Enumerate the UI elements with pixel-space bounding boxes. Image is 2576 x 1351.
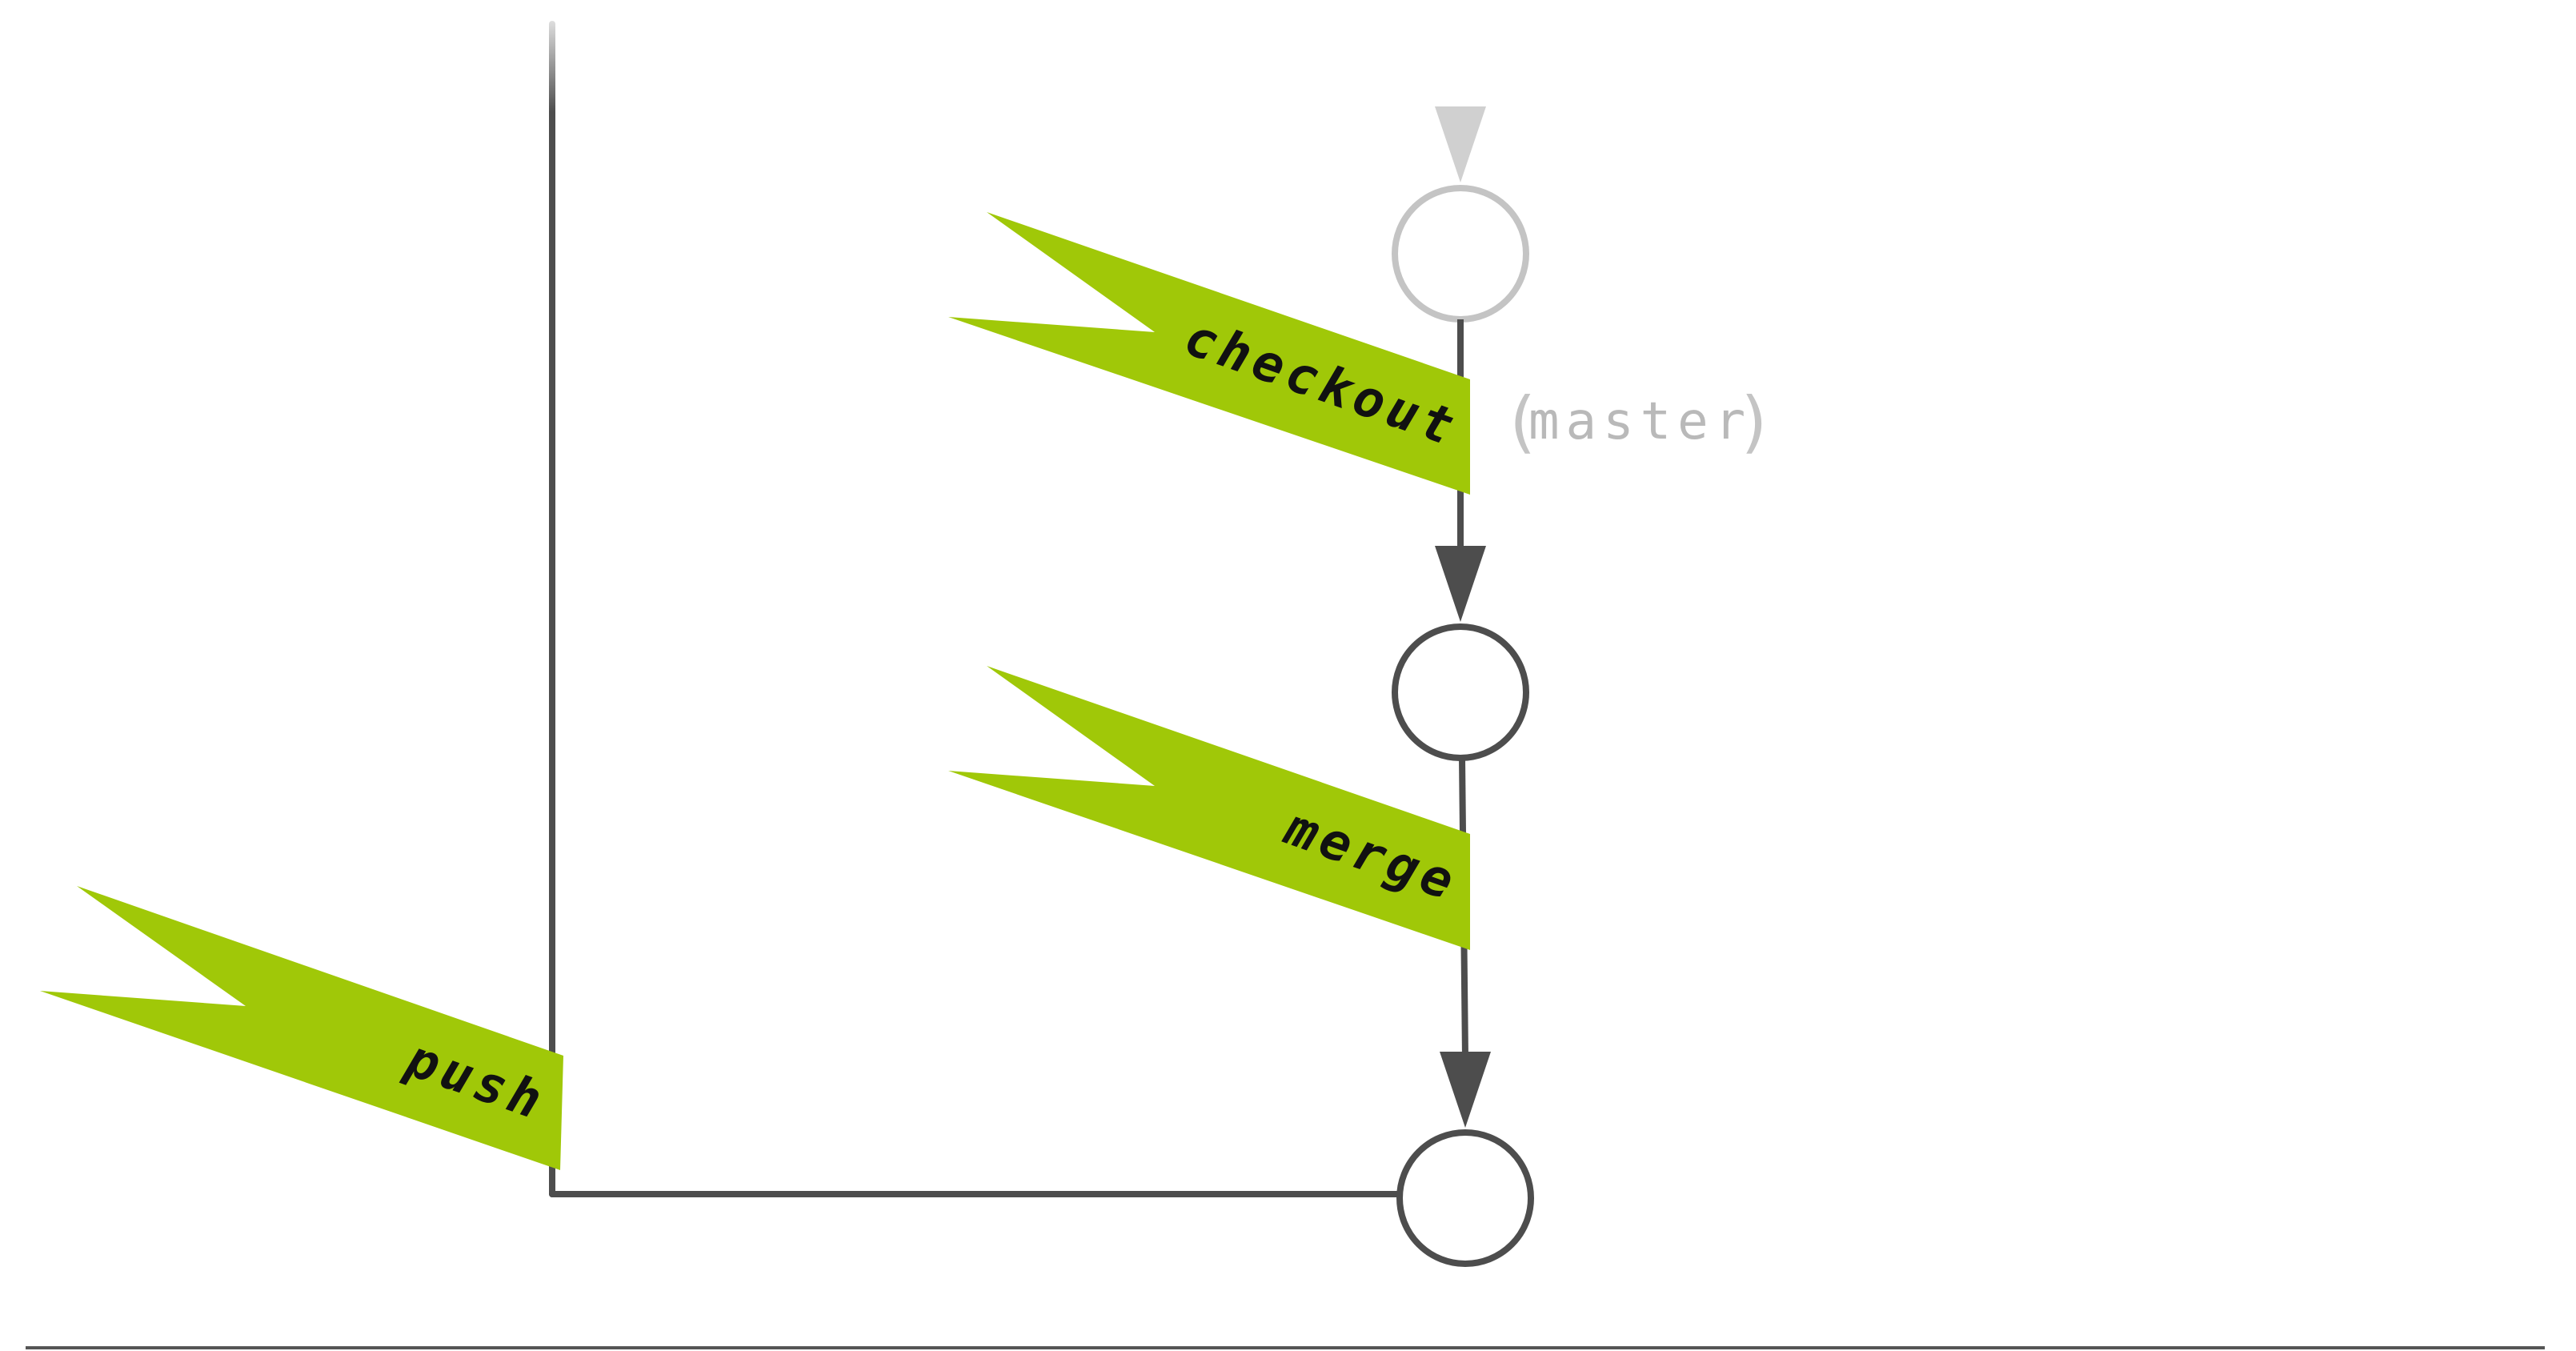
- merge-flag: merge: [948, 666, 1470, 950]
- merge-flag-shape: [948, 666, 1470, 950]
- branch-label: ( master ): [1501, 383, 1776, 461]
- branch-open-paren: (: [1501, 383, 1542, 461]
- branch-name: master: [1528, 392, 1752, 451]
- push-flag-shape: [40, 886, 563, 1170]
- commit-node-3: [1396, 1129, 1534, 1267]
- push-flag: push: [40, 886, 563, 1170]
- commit-node-2: [1392, 623, 1529, 761]
- remote-line-fade: [536, 0, 568, 112]
- commit-node-1: [1392, 185, 1529, 323]
- arrowhead-2-3: [1440, 1052, 1491, 1128]
- checkout-flag-shape: [948, 212, 1470, 495]
- branch-close-paren: ): [1735, 383, 1776, 461]
- arrowhead-1-2: [1435, 546, 1486, 622]
- incoming-arrowhead: [1435, 106, 1486, 182]
